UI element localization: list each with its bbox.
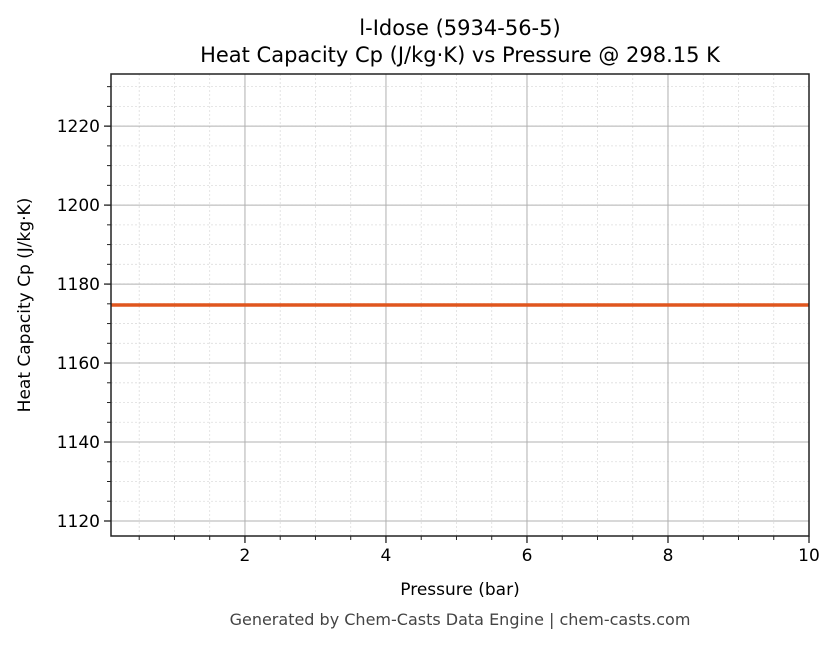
y-tick-label: 1200 [57, 196, 100, 216]
footer-credit: Generated by Chem-Casts Data Engine | ch… [230, 610, 691, 629]
chart-subtitle: Heat Capacity Cp (J/kg·K) vs Pressure @ … [200, 43, 721, 67]
y-tick-label: 1160 [57, 354, 100, 374]
y-tick-label: 1140 [57, 433, 100, 453]
x-tick-label: 4 [381, 546, 392, 566]
x-tick-label: 6 [522, 546, 533, 566]
y-tick-label: 1180 [57, 275, 100, 295]
chart-title: l-Idose (5934-56-5) [359, 16, 560, 40]
x-tick-label: 10 [798, 546, 820, 566]
ticks: 2 4 6 8 10 1120 1140 1160 1180 1200 1220 [57, 86, 820, 566]
y-axis-label: Heat Capacity Cp (J/kg·K) [15, 198, 35, 413]
x-tick-label: 8 [663, 546, 674, 566]
x-tick-label: 2 [240, 546, 251, 566]
y-tick-label: 1120 [57, 512, 100, 532]
plot-frame [110, 73, 810, 537]
y-tick-label: 1220 [57, 117, 100, 137]
x-axis-label: Pressure (bar) [400, 580, 519, 600]
